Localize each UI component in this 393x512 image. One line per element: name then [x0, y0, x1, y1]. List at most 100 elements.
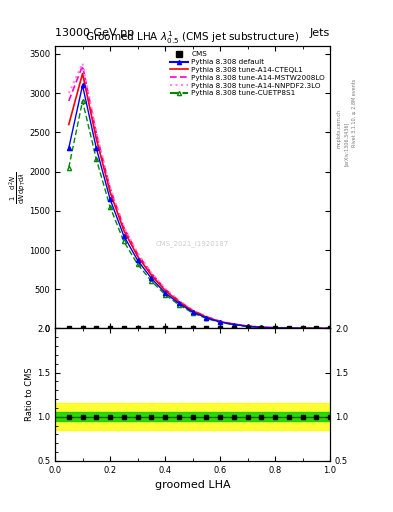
Pythia 8.308 tune-A14-NNPDF2.3LO — [163, 286, 167, 292]
CMS — [121, 325, 126, 331]
CMS — [300, 325, 305, 331]
Line: CMS: CMS — [67, 326, 332, 330]
Pythia 8.308 default — [300, 325, 305, 331]
Bar — [55, 412, 330, 421]
Pythia 8.308 tune-A14-MSTW2008LO — [94, 130, 99, 136]
CMS — [286, 325, 291, 331]
Pythia 8.308 tune-CUETP8S1 — [108, 204, 112, 210]
CMS — [66, 325, 71, 331]
Text: Jets: Jets — [310, 28, 330, 38]
Pythia 8.308 tune-CUETP8S1 — [204, 315, 209, 322]
Pythia 8.308 tune-A14-NNPDF2.3LO — [94, 129, 99, 135]
CMS — [231, 325, 236, 331]
Pythia 8.308 default — [314, 325, 319, 331]
Pythia 8.308 tune-A14-CTEQL1 — [190, 308, 195, 314]
Pythia 8.308 tune-A14-MSTW2008LO — [80, 62, 85, 69]
Pythia 8.308 default — [245, 323, 250, 329]
Pythia 8.308 tune-A14-MSTW2008LO — [259, 324, 264, 330]
Pythia 8.308 default — [190, 309, 195, 315]
Pythia 8.308 tune-A14-CTEQL1 — [163, 287, 167, 293]
Pythia 8.308 tune-CUETP8S1 — [149, 278, 154, 284]
Text: mcplots.cern.ch: mcplots.cern.ch — [336, 109, 341, 147]
Pythia 8.308 tune-A14-CTEQL1 — [231, 321, 236, 327]
CMS — [314, 325, 319, 331]
CMS — [176, 325, 181, 331]
Pythia 8.308 tune-CUETP8S1 — [66, 164, 71, 170]
Text: Rivet 3.1.10, ≥ 2.8M events: Rivet 3.1.10, ≥ 2.8M events — [352, 78, 357, 147]
Pythia 8.308 default — [80, 82, 85, 89]
Pythia 8.308 tune-A14-CTEQL1 — [314, 325, 319, 331]
CMS — [163, 325, 167, 331]
Pythia 8.308 default — [163, 290, 167, 296]
Pythia 8.308 tune-A14-MSTW2008LO — [121, 224, 126, 230]
Pythia 8.308 default — [108, 196, 112, 202]
Y-axis label: Ratio to CMS: Ratio to CMS — [25, 368, 34, 421]
Pythia 8.308 tune-A14-CTEQL1 — [218, 318, 222, 325]
Pythia 8.308 default — [94, 145, 99, 151]
Pythia 8.308 tune-CUETP8S1 — [259, 324, 264, 330]
Pythia 8.308 tune-A14-MSTW2008LO — [176, 297, 181, 304]
Pythia 8.308 default — [135, 257, 140, 263]
Pythia 8.308 tune-CUETP8S1 — [190, 310, 195, 316]
Pythia 8.308 tune-A14-NNPDF2.3LO — [149, 269, 154, 275]
Pythia 8.308 tune-CUETP8S1 — [121, 238, 126, 244]
Pythia 8.308 tune-CUETP8S1 — [176, 302, 181, 308]
Pythia 8.308 tune-A14-MSTW2008LO — [286, 325, 291, 331]
Text: 13000 GeV pp: 13000 GeV pp — [55, 28, 134, 38]
Pythia 8.308 tune-A14-MSTW2008LO — [108, 185, 112, 191]
Pythia 8.308 default — [218, 319, 222, 325]
Pythia 8.308 tune-A14-MSTW2008LO — [135, 251, 140, 257]
X-axis label: groomed LHA: groomed LHA — [155, 480, 230, 490]
Pythia 8.308 tune-CUETP8S1 — [300, 325, 305, 331]
Pythia 8.308 tune-A14-MSTW2008LO — [218, 318, 222, 325]
Pythia 8.308 tune-A14-NNPDF2.3LO — [190, 307, 195, 313]
Pythia 8.308 tune-A14-MSTW2008LO — [163, 286, 167, 292]
Pythia 8.308 tune-A14-CTEQL1 — [204, 314, 209, 320]
Pythia 8.308 tune-A14-CTEQL1 — [176, 298, 181, 305]
Pythia 8.308 tune-A14-NNPDF2.3LO — [286, 325, 291, 331]
Legend: CMS, Pythia 8.308 default, Pythia 8.308 tune-A14-CTEQL1, Pythia 8.308 tune-A14-M: CMS, Pythia 8.308 default, Pythia 8.308 … — [169, 50, 327, 98]
Pythia 8.308 tune-A14-CTEQL1 — [80, 71, 85, 77]
Text: [arXiv:1306.3436]: [arXiv:1306.3436] — [344, 121, 349, 165]
Pythia 8.308 tune-A14-NNPDF2.3LO — [204, 313, 209, 319]
Pythia 8.308 tune-A14-NNPDF2.3LO — [328, 325, 332, 331]
Pythia 8.308 default — [176, 300, 181, 306]
CMS — [135, 325, 140, 331]
Pythia 8.308 tune-A14-MSTW2008LO — [66, 98, 71, 104]
Pythia 8.308 tune-A14-MSTW2008LO — [231, 321, 236, 327]
Pythia 8.308 tune-A14-NNPDF2.3LO — [314, 325, 319, 331]
Pythia 8.308 default — [328, 325, 332, 331]
Pythia 8.308 tune-A14-NNPDF2.3LO — [231, 321, 236, 327]
Pythia 8.308 tune-A14-CTEQL1 — [300, 325, 305, 331]
Pythia 8.308 tune-A14-MSTW2008LO — [204, 314, 209, 320]
CMS — [218, 325, 222, 331]
Pythia 8.308 tune-A14-MSTW2008LO — [314, 325, 319, 331]
Pythia 8.308 tune-A14-NNPDF2.3LO — [245, 323, 250, 329]
Pythia 8.308 tune-A14-NNPDF2.3LO — [273, 325, 277, 331]
Line: Pythia 8.308 tune-CUETP8S1: Pythia 8.308 tune-CUETP8S1 — [67, 99, 332, 331]
Pythia 8.308 tune-A14-MSTW2008LO — [149, 270, 154, 276]
Pythia 8.308 tune-A14-CTEQL1 — [108, 189, 112, 195]
Pythia 8.308 tune-CUETP8S1 — [80, 98, 85, 104]
Bar — [55, 403, 330, 430]
Pythia 8.308 tune-A14-NNPDF2.3LO — [135, 250, 140, 256]
Pythia 8.308 tune-A14-CTEQL1 — [245, 323, 250, 329]
Pythia 8.308 tune-A14-NNPDF2.3LO — [176, 297, 181, 304]
Line: Pythia 8.308 tune-A14-NNPDF2.3LO: Pythia 8.308 tune-A14-NNPDF2.3LO — [69, 63, 330, 328]
Pythia 8.308 tune-CUETP8S1 — [218, 319, 222, 326]
Pythia 8.308 tune-A14-CTEQL1 — [121, 227, 126, 233]
Pythia 8.308 default — [231, 322, 236, 328]
Pythia 8.308 tune-A14-NNPDF2.3LO — [300, 325, 305, 331]
Pythia 8.308 default — [286, 325, 291, 331]
CMS — [273, 325, 277, 331]
CMS — [190, 325, 195, 331]
Pythia 8.308 tune-CUETP8S1 — [94, 156, 99, 162]
Pythia 8.308 tune-CUETP8S1 — [328, 325, 332, 331]
CMS — [245, 325, 250, 331]
Pythia 8.308 tune-A14-CTEQL1 — [66, 121, 71, 127]
Pythia 8.308 tune-A14-CTEQL1 — [286, 325, 291, 331]
Line: Pythia 8.308 tune-A14-MSTW2008LO: Pythia 8.308 tune-A14-MSTW2008LO — [69, 66, 330, 328]
Pythia 8.308 tune-A14-CTEQL1 — [149, 272, 154, 278]
CMS — [149, 325, 154, 331]
CMS — [259, 325, 264, 331]
